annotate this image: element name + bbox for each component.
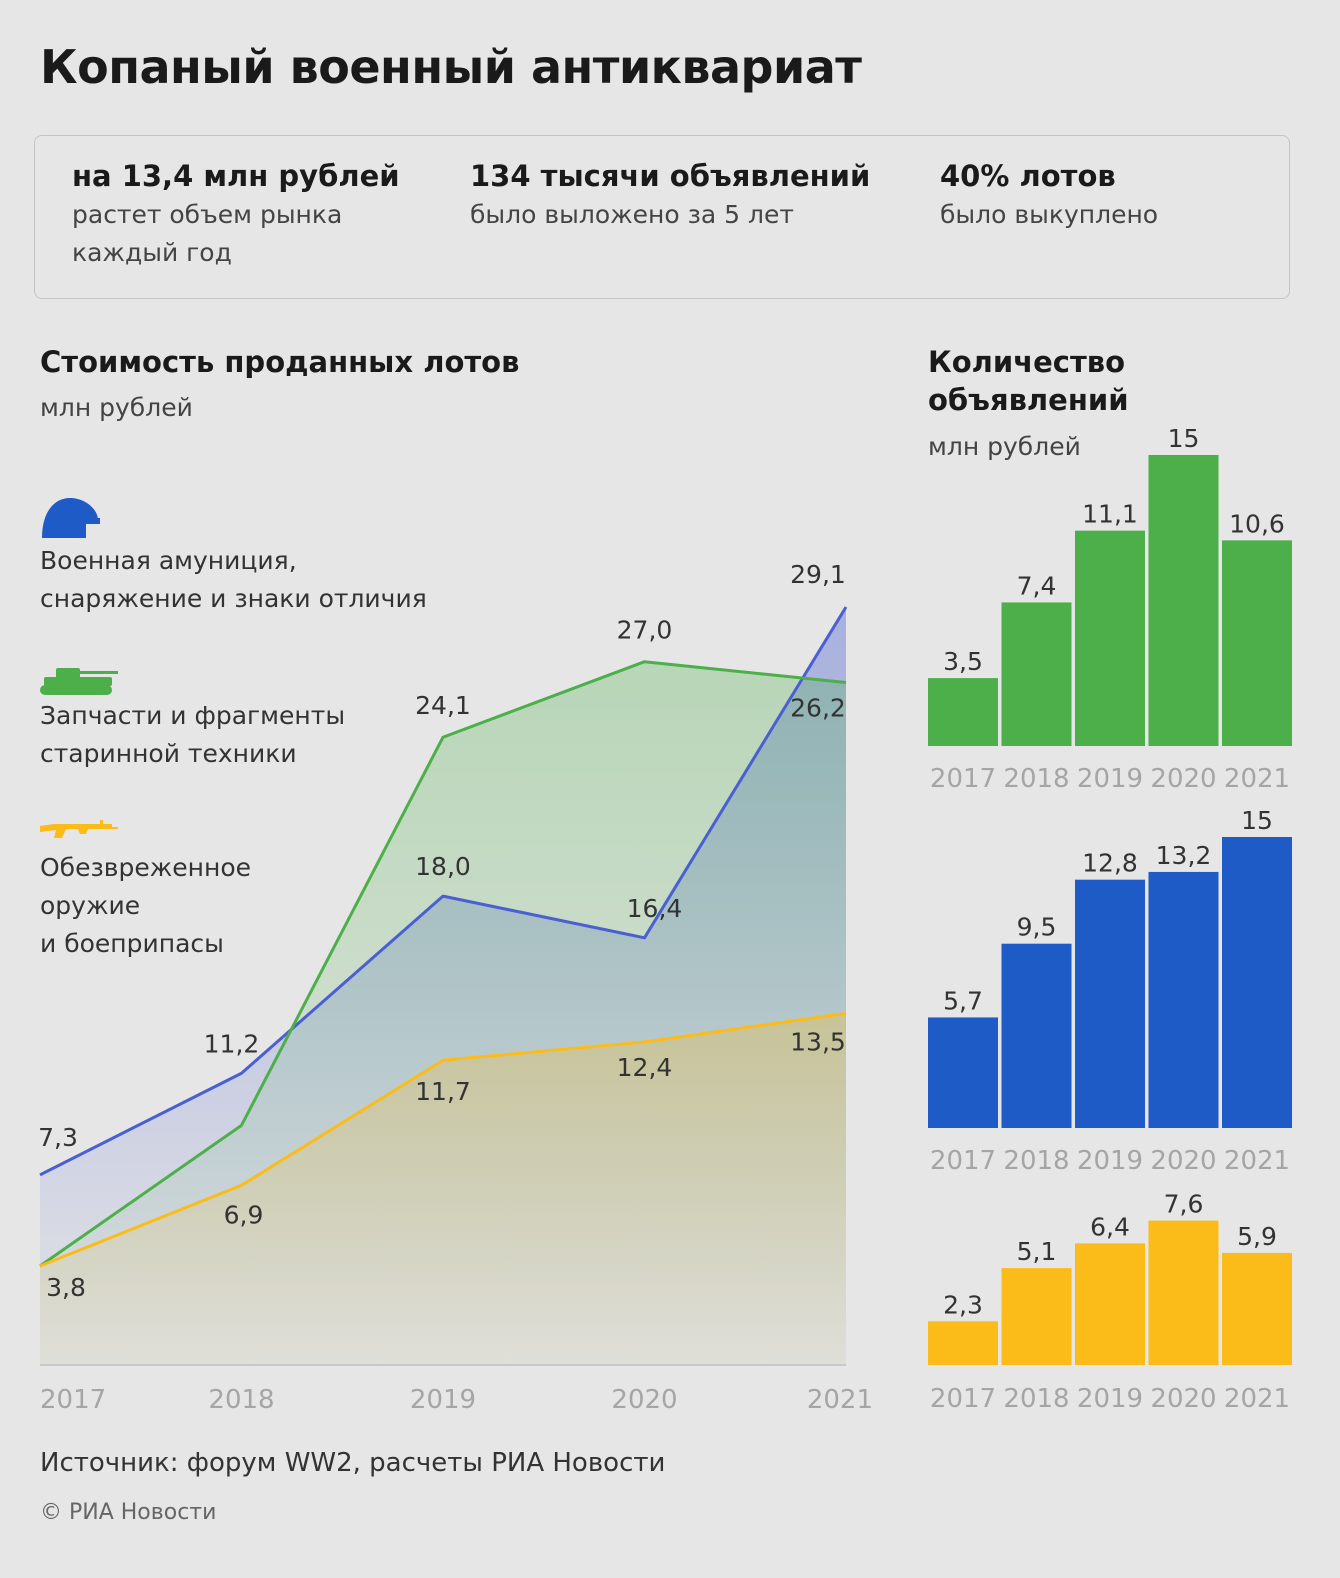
source-note: Источник: форум WW2, расчеты РИА Новости (40, 1448, 666, 1478)
bar-charts: 3,5 2017 7,4 2018 11,1 2019 15 2020 10,6 2021 5,7 2… (928, 424, 1292, 1414)
data-label: 12,4 (617, 1053, 673, 1082)
bar-value-label: 5,7 (943, 986, 983, 1015)
stat-sub: было выложено за 5 лет (470, 200, 794, 229)
legend-label-weapons-1: Обезвреженное (40, 853, 252, 882)
rifle-icon (40, 818, 120, 848)
legend-label-vehicles-1: Запчасти и фрагменты (40, 701, 346, 730)
x-tick-label: 2021 (1224, 764, 1290, 794)
legend-label-ammunition-2: снаряжение и знаки отличия (40, 584, 427, 613)
x-tick-label: 2017 (930, 1146, 996, 1176)
bar-value-label: 3,5 (943, 647, 983, 676)
bar-green (928, 678, 998, 746)
x-tick-label: 2017 (930, 764, 996, 794)
bar-yellow (928, 1321, 998, 1365)
bar-value-label: 7,6 (1164, 1190, 1204, 1219)
bar-value-label: 10,6 (1229, 509, 1285, 538)
bar-value-label: 15 (1168, 424, 1200, 453)
bar-chart-unit: млн рублей (928, 432, 1081, 461)
data-label: 6,9 (224, 1200, 264, 1229)
x-tick-label: 2020 (1150, 764, 1216, 794)
line-chart-title: Стоимость проданных лотов (40, 345, 520, 379)
bar-green (1075, 530, 1145, 746)
bar-chart-title-line1: Количество (928, 345, 1126, 379)
x-tick-label: 2019 (410, 1385, 476, 1415)
stat-sub: было выкуплено (940, 200, 1159, 229)
bar-yellow (1222, 1252, 1292, 1365)
bar-value-label: 12,8 (1082, 849, 1138, 878)
x-tick-label: 2018 (1003, 764, 1069, 794)
line-chart-unit: млн рублей (40, 393, 193, 422)
x-tick-label: 2021 (1224, 1146, 1290, 1176)
legend-label-weapons-2: оружие (40, 891, 141, 920)
data-label: 11,7 (415, 1077, 471, 1106)
tank-icon (40, 666, 120, 700)
bar-blue (928, 1017, 998, 1128)
bar-blue (1222, 837, 1292, 1128)
x-tick-label: 2018 (1003, 1146, 1069, 1176)
x-tick-label: 2019 (1077, 1384, 1143, 1414)
x-tick-label: 2020 (1150, 1384, 1216, 1414)
bar-value-label: 6,4 (1090, 1212, 1130, 1241)
bar-value-label: 15 (1241, 806, 1273, 835)
line-chart: 7,3 11,2 18,0 16,4 29,1 24,1 27,0 26,2 3,8 6,9 11,… (38, 560, 873, 1415)
x-tick-label: 2018 (208, 1385, 274, 1415)
bar-green (1222, 540, 1292, 746)
legend-label-vehicles-2: старинной техники (40, 739, 297, 768)
data-label: 24,1 (415, 691, 471, 720)
bar-value-label: 2,3 (943, 1290, 983, 1319)
x-tick-label: 2017 (930, 1384, 996, 1414)
bar-value-label: 11,1 (1082, 500, 1138, 529)
stats-panel: на 13,4 млн рублей растет объем рынка ка… (34, 135, 1290, 299)
line-vehicles (39, 660, 847, 1268)
bar-yellow (1075, 1243, 1145, 1365)
stat-head: 40% лотов (940, 159, 1116, 193)
data-label: 29,1 (790, 560, 846, 589)
data-label: 7,3 (38, 1123, 78, 1152)
bar-green (1001, 602, 1072, 746)
bar-value-label: 7,4 (1017, 571, 1057, 600)
bar-yellow (1001, 1268, 1072, 1365)
stat-sold: 40% лотов было выкуплено (940, 156, 1270, 234)
data-label: 18,0 (415, 852, 471, 881)
data-label: 11,2 (204, 1029, 260, 1058)
data-label: 13,5 (790, 1027, 846, 1056)
x-tick-label: 2017 (40, 1385, 106, 1415)
area-weapons (40, 1013, 846, 1365)
bar-green (1148, 455, 1219, 746)
line-ammunition (39, 606, 848, 1177)
bar-value-label: 5,9 (1237, 1222, 1277, 1251)
x-tick-label: 2021 (807, 1385, 873, 1415)
bar-blue (1148, 871, 1219, 1128)
bar-value-label: 9,5 (1017, 913, 1057, 942)
bar-chart-title-line2: объявлений (928, 383, 1129, 417)
bar-blue (1075, 879, 1145, 1128)
legend-label-ammunition-1: Военная амуниция, (40, 546, 297, 575)
page-title: Копаный военный антиквариат (40, 40, 862, 94)
stat-sub: растет объем рынка каждый год (72, 200, 343, 267)
stat-market-growth: на 13,4 млн рублей растет объем рынка ка… (72, 156, 402, 272)
x-tick-label: 2021 (1224, 1384, 1290, 1414)
data-label: 3,8 (46, 1273, 86, 1302)
data-label: 26,2 (790, 694, 846, 723)
helmet-icon (40, 494, 102, 546)
x-tick-label: 2018 (1003, 1384, 1069, 1414)
data-label: 16,4 (627, 894, 683, 923)
bar-yellow (1148, 1220, 1219, 1365)
line-weapons (39, 1011, 847, 1268)
stat-listings: 134 тысячи объявлений было выложено за 5… (470, 156, 870, 234)
stat-head: на 13,4 млн рублей (72, 159, 400, 193)
x-tick-label: 2019 (1077, 1146, 1143, 1176)
x-tick-label: 2019 (1077, 764, 1143, 794)
x-tick-label: 2020 (1150, 1146, 1216, 1176)
bar-blue (1001, 943, 1072, 1128)
copyright: © РИА Новости (40, 1500, 217, 1525)
bar-value-label: 5,1 (1017, 1237, 1057, 1266)
data-label: 27,0 (617, 616, 673, 645)
legend-label-weapons-3: и боеприпасы (40, 929, 224, 958)
bar-value-label: 13,2 (1156, 841, 1212, 870)
x-tick-label: 2020 (611, 1385, 677, 1415)
stat-head: 134 тысячи объявлений (470, 159, 871, 193)
